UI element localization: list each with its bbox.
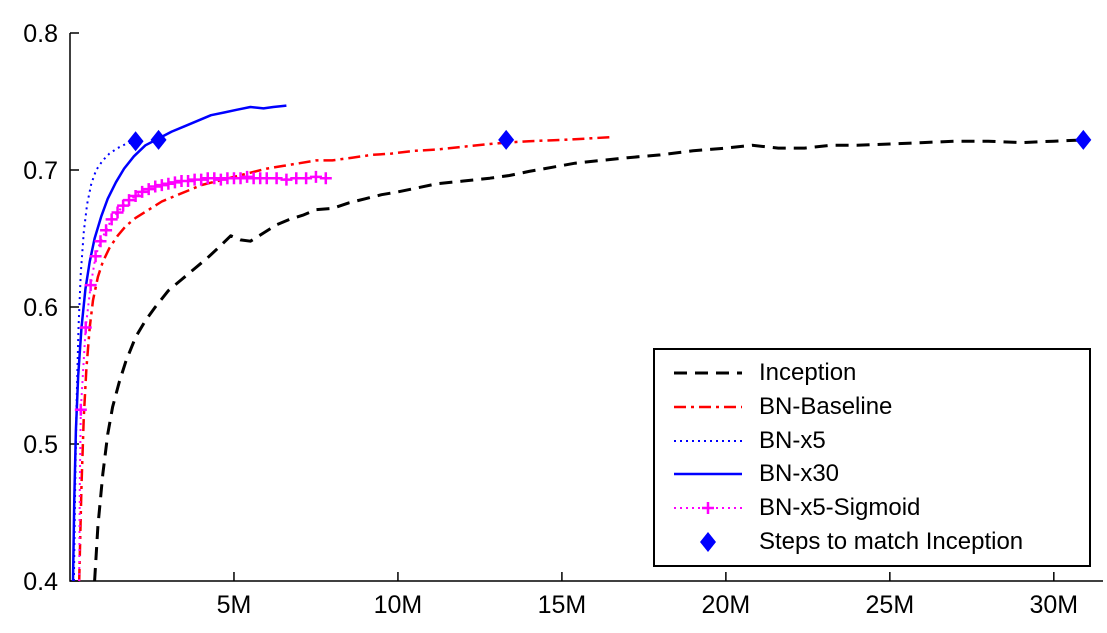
diamond-marker-steps-to-match-inception (150, 129, 167, 150)
legend-item-inception: Inception (655, 360, 1089, 386)
diamond-marker-steps-to-match-inception (127, 131, 144, 152)
x-tick-label: 30M (1029, 591, 1078, 619)
tick-labels: 5M 10M 15M 20M 25M 30M 0.4 0.5 0.6 0.7 0.8 (23, 20, 1078, 619)
series-line-inception (93, 138, 1084, 582)
y-tick-label: 0.5 (23, 431, 58, 459)
legend-item-bn-x5-sigmoid: BN-x5-Sigmoid (655, 495, 1089, 521)
x-tick-label: 25M (866, 591, 915, 619)
legend-item-bn-x5: BN-x5 (655, 428, 1089, 454)
legend-label-bn-x5: BN-x5 (759, 426, 826, 454)
plus-markers-bn-x5-sigmoid (74, 170, 332, 416)
legend-sample-solid-line (674, 473, 742, 476)
y-tick-label: 0.4 (23, 568, 58, 596)
legend-sample-dashdot-line (674, 405, 742, 408)
legend-sample-dotted-line (674, 439, 742, 442)
x-tick-label: 5M (217, 591, 252, 619)
legend-sample-diamond-marker (700, 532, 716, 553)
legend-plus-sample (702, 502, 714, 515)
legend-item-bn-baseline: BN-Baseline (655, 394, 1089, 420)
x-tick-label: 10M (374, 591, 423, 619)
axes (69, 32, 1103, 582)
legend-label-steps-to-match-inception: Steps to match Inception (759, 528, 1024, 556)
diamond-marker-steps-to-match-inception (498, 129, 515, 150)
x-tick-label: 15M (538, 591, 587, 619)
y-tick-label: 0.7 (23, 157, 58, 185)
legend-item-bn-x30: BN-x30 (655, 461, 1089, 487)
legend-label-inception: Inception (759, 358, 857, 386)
x-tick-label: 20M (702, 591, 751, 619)
legend-label-bn-x30: BN-x30 (759, 460, 840, 488)
legend-label-bn-x5-sigmoid: BN-x5-Sigmoid (759, 494, 921, 522)
legend-label-bn-baseline: BN-Baseline (759, 392, 893, 420)
y-tick-label: 0.8 (23, 20, 58, 48)
diamond-marker-steps-to-match-inception (1075, 129, 1092, 150)
legend-item-steps-to-match-inception: Steps to match Inception (655, 529, 1089, 555)
series-bn-x5-sigmoid (74, 170, 332, 582)
series-inception (93, 138, 1084, 582)
legend-sample-plus-marker-line (674, 502, 742, 515)
y-tick-label: 0.6 (23, 294, 58, 322)
series-line-bn-x5-sigmoid (78, 175, 326, 582)
legend-sample-dashed-line (674, 371, 742, 375)
series-steps-to-match-inception (127, 129, 1092, 152)
legend: Inception BN-Baseline BN-x5 BN-x30 BN-x5… (653, 348, 1091, 567)
legend-diamond-sample (700, 532, 716, 553)
